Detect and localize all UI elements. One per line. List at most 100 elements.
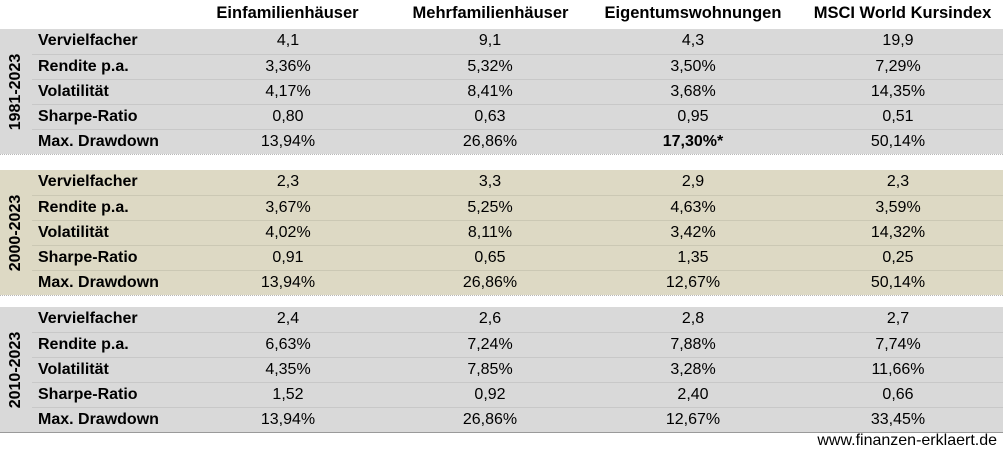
period-block: 2000-2023 Vervielfacher 2,3 3,3 2,9 2,3 Rendit… xyxy=(0,170,1003,295)
table-cell: 3,68% xyxy=(670,83,716,100)
table-cell: 50,14% xyxy=(870,274,926,291)
table-cell: 0,25 xyxy=(882,249,914,266)
table-row: Vervielfacher 4,1 9,1 4,3 19,9 xyxy=(32,29,1003,54)
table-cell: 0,92 xyxy=(474,386,506,403)
block-separator xyxy=(0,154,1003,171)
period-cell: 1981-2023 xyxy=(0,29,32,154)
table-row: Vervielfacher 2,3 3,3 2,9 2,3 xyxy=(32,170,1003,195)
period-block: 2010-2023 Vervielfacher 2,4 2,6 2,8 2,7 Rendit… xyxy=(0,307,1003,432)
table-cell: 4,02% xyxy=(265,224,311,241)
row-label: Rendite p.a. xyxy=(38,336,129,353)
table-header: Einfamilienhäuser Mehrfamilienhäuser Eig… xyxy=(0,0,1005,28)
table-cell: 13,94% xyxy=(260,411,316,428)
table-cell: 7,74% xyxy=(875,336,921,353)
table-cell: 5,25% xyxy=(467,199,513,216)
table-cell: 8,11% xyxy=(467,224,513,241)
table-cell: 3,3 xyxy=(478,173,502,190)
table-row: Max. Drawdown 13,94% 26,86% 12,67% 33,45% xyxy=(32,407,1003,433)
table-cell: 1,52 xyxy=(272,386,304,403)
table-cell: 3,28% xyxy=(670,361,716,378)
table-cell: 3,50% xyxy=(670,58,716,75)
table-cell: 1,35 xyxy=(677,249,709,266)
column-header-einfamilienhaeuser: Einfamilienhäuser xyxy=(216,4,359,22)
row-label: Vervielfacher xyxy=(38,32,138,49)
table-cell: 2,4 xyxy=(276,310,300,327)
row-label: Rendite p.a. xyxy=(38,199,129,216)
table-cell: 9,1 xyxy=(478,32,502,49)
table-cell: 2,9 xyxy=(681,173,705,190)
table-cell: 5,32% xyxy=(467,58,513,75)
row-label: Vervielfacher xyxy=(38,310,138,327)
column-header-msci-world: MSCI World Kursindex xyxy=(813,4,992,22)
table-cell: 0,95 xyxy=(677,108,709,125)
row-label: Max. Drawdown xyxy=(38,274,159,291)
table-cell: 4,3 xyxy=(681,32,705,49)
table-cell: 12,67% xyxy=(665,411,721,428)
row-label: Sharpe-Ratio xyxy=(38,249,138,266)
table-row: Sharpe-Ratio 0,80 0,63 0,95 0,51 xyxy=(32,104,1003,130)
table-row: Rendite p.a. 6,63% 7,24% 7,88% 7,74% xyxy=(32,332,1003,358)
table-cell: 2,40 xyxy=(677,386,709,403)
table-cell: 3,67% xyxy=(265,199,311,216)
table-cell: 3,59% xyxy=(875,199,921,216)
table-cell: 14,32% xyxy=(870,224,926,241)
row-label: Volatilität xyxy=(38,224,109,241)
table-row: Rendite p.a. 3,36% 5,32% 3,50% 7,29% xyxy=(32,54,1003,80)
row-label: Rendite p.a. xyxy=(38,58,129,75)
table-cell: 13,94% xyxy=(260,133,316,150)
table-cell: 4,63% xyxy=(670,199,716,216)
row-label: Sharpe-Ratio xyxy=(38,386,138,403)
table-cell: 7,24% xyxy=(467,336,513,353)
table-cell: 19,9 xyxy=(882,32,914,49)
column-header-mehrfamilienhaeuser: Mehrfamilienhäuser xyxy=(412,4,569,22)
period-label: 2000-2023 xyxy=(7,194,24,271)
row-label: Volatilität xyxy=(38,83,109,100)
table-row: Sharpe-Ratio 0,91 0,65 1,35 0,25 xyxy=(32,245,1003,271)
table-row: Vervielfacher 2,4 2,6 2,8 2,7 xyxy=(32,307,1003,332)
row-label: Volatilität xyxy=(38,361,109,378)
row-label: Max. Drawdown xyxy=(38,133,159,150)
table-cell: 0,63 xyxy=(474,108,506,125)
table-cell: 7,88% xyxy=(670,336,716,353)
period-label: 2010-2023 xyxy=(7,331,24,408)
table-row: Max. Drawdown 13,94% 26,86% 17,30%* 50,14% xyxy=(32,129,1003,155)
table-cell: 0,80 xyxy=(272,108,304,125)
row-label: Max. Drawdown xyxy=(38,411,159,428)
row-label: Sharpe-Ratio xyxy=(38,108,138,125)
table-row: Sharpe-Ratio 1,52 0,92 2,40 0,66 xyxy=(32,382,1003,408)
table-cell: 7,29% xyxy=(875,58,921,75)
table-row: Volatilität 4,02% 8,11% 3,42% 14,32% xyxy=(32,220,1003,246)
table-cell: 2,7 xyxy=(886,310,910,327)
table-cell: 14,35% xyxy=(870,83,926,100)
row-label: Vervielfacher xyxy=(38,173,138,190)
table-cell: 8,41% xyxy=(467,83,513,100)
table-cell: 13,94% xyxy=(260,274,316,291)
table-cell: 0,65 xyxy=(474,249,506,266)
table-cell: 2,3 xyxy=(886,173,910,190)
column-header-eigentumswohnungen: Eigentumswohnungen xyxy=(604,4,782,22)
table-cell: 2,8 xyxy=(681,310,705,327)
table-cell: 4,17% xyxy=(265,83,311,100)
table-row: Max. Drawdown 13,94% 26,86% 12,67% 50,14% xyxy=(32,270,1003,296)
table-cell: 0,51 xyxy=(882,108,914,125)
table-cell: 0,91 xyxy=(272,249,304,266)
table-cell: 4,35% xyxy=(265,361,311,378)
table-cell: 12,67% xyxy=(665,274,721,291)
period-block: 1981-2023 Vervielfacher 4,1 9,1 4,3 19,9 Rendi… xyxy=(0,29,1003,154)
table-row: Rendite p.a. 3,67% 5,25% 4,63% 3,59% xyxy=(32,195,1003,221)
table-cell: 0,66 xyxy=(882,386,914,403)
source-website: www.finanzen-erklaert.de xyxy=(817,432,997,449)
table-cell: 6,63% xyxy=(265,336,311,353)
table-bottom-border xyxy=(0,432,1003,433)
table-cell: 3,36% xyxy=(265,58,311,75)
table-row: Volatilität 4,17% 8,41% 3,68% 14,35% xyxy=(32,79,1003,105)
table-cell: 33,45% xyxy=(870,411,926,428)
table-cell: 17,30%* xyxy=(662,133,724,150)
table-cell: 7,85% xyxy=(467,361,513,378)
table-cell: 50,14% xyxy=(870,133,926,150)
period-label: 1981-2023 xyxy=(7,53,24,130)
table-cell: 26,86% xyxy=(462,411,518,428)
table-cell: 26,86% xyxy=(462,133,518,150)
period-cell: 2010-2023 xyxy=(0,307,32,432)
table-row: Volatilität 4,35% 7,85% 3,28% 11,66% xyxy=(32,357,1003,383)
